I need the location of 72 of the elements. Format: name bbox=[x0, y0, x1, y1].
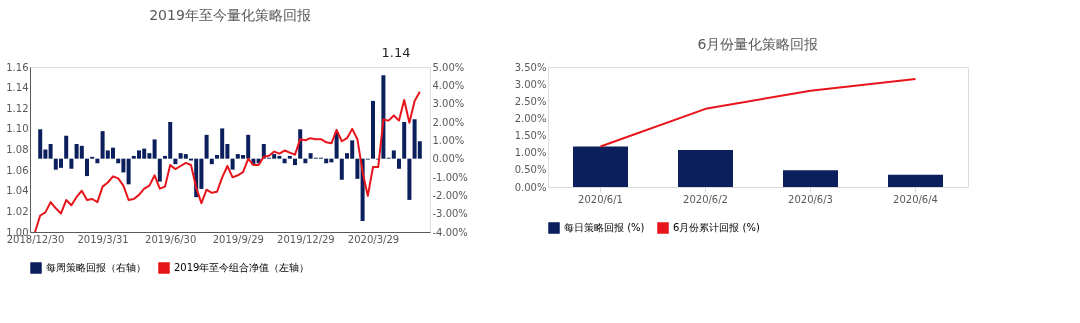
y2-tick-label: 3.00% bbox=[432, 98, 465, 110]
y-tick-label: 3.00% bbox=[514, 78, 547, 90]
bar bbox=[573, 146, 628, 187]
y-tick-label: 2.00% bbox=[514, 112, 547, 124]
line-series bbox=[34, 90, 421, 233]
bar bbox=[173, 158, 178, 165]
bar bbox=[783, 170, 838, 187]
y-tick-label: 1.10 bbox=[6, 123, 29, 135]
x-tick-label: 2020/6/4 bbox=[893, 193, 938, 205]
y2-tick-label: -4.00% bbox=[432, 226, 468, 238]
bar bbox=[293, 158, 297, 166]
bar bbox=[183, 154, 188, 159]
y2-tick-label: 5.00% bbox=[432, 61, 465, 73]
chart-title: 6月份量化策略回报 bbox=[697, 36, 819, 52]
y-tick-label: 0.50% bbox=[514, 164, 547, 176]
x-tick-label: 2019/3/31 bbox=[77, 233, 129, 245]
bar bbox=[230, 158, 235, 170]
bar bbox=[48, 144, 53, 159]
bar bbox=[209, 158, 214, 165]
y2-tick-label: -3.00% bbox=[432, 208, 468, 220]
y-tick-label: 0.00% bbox=[514, 181, 547, 193]
legend-label: 6月份累计回报 (%) bbox=[673, 222, 760, 233]
chart-title: 2019年至今量化策略回报 bbox=[149, 7, 311, 23]
y-tick-label: 1.50% bbox=[514, 130, 547, 142]
y-tick-label: 1.08 bbox=[6, 144, 29, 155]
bar bbox=[126, 158, 131, 185]
bar bbox=[69, 158, 74, 169]
bar bbox=[391, 150, 396, 159]
bar bbox=[397, 158, 401, 169]
x-tick-label: 2020/3/29 bbox=[347, 233, 400, 245]
bar bbox=[402, 122, 407, 159]
text: 1.14 bbox=[381, 45, 411, 60]
y-tick-label: 2.50% bbox=[514, 95, 547, 107]
bar bbox=[152, 139, 157, 159]
x-tick-label: 2020/6/1 bbox=[578, 193, 623, 205]
bar bbox=[79, 145, 84, 159]
x-tick-label: 2019/6/30 bbox=[145, 233, 197, 245]
y2-tick-label: 0.00% bbox=[432, 153, 465, 165]
x-tick-label: 2020/6/3 bbox=[788, 193, 833, 205]
bar bbox=[157, 158, 162, 182]
x-tick-label: 2019/9/29 bbox=[212, 233, 264, 245]
y2-tick-label: 1.00% bbox=[432, 134, 465, 146]
bar bbox=[888, 174, 943, 187]
bar bbox=[407, 158, 412, 200]
line-series bbox=[599, 78, 917, 148]
bar bbox=[38, 129, 43, 159]
bar bbox=[85, 158, 89, 177]
y-tick-label: 1.12 bbox=[6, 102, 29, 114]
y-tick-label: 1.14 bbox=[6, 82, 29, 94]
bar bbox=[204, 134, 209, 159]
bar bbox=[678, 149, 733, 187]
x-tick-label: 2019/12/29 bbox=[277, 233, 335, 245]
y-tick-label: 1.04 bbox=[6, 185, 29, 197]
y-tick-label: 1.00% bbox=[514, 147, 547, 159]
bar bbox=[355, 158, 360, 179]
x-tick-label: 2020/6/2 bbox=[683, 193, 728, 205]
y-tick-label: 3.50% bbox=[514, 61, 547, 73]
y2-tick-label: 4.00% bbox=[432, 79, 465, 91]
y2-tick-label: 2.00% bbox=[432, 116, 465, 128]
legend-label: 每周策略回报（右轴） bbox=[46, 262, 146, 273]
y-tick-label: 1.16 bbox=[6, 61, 29, 73]
bar bbox=[371, 100, 375, 159]
bar bbox=[334, 132, 339, 159]
legend-label: 2019年至今组合净值（左轴） bbox=[174, 262, 310, 273]
legend-label: 每日策略回报 (%) bbox=[564, 222, 645, 233]
bar bbox=[339, 158, 344, 180]
y2-tick-label: -1.00% bbox=[432, 171, 468, 183]
y2-tick-label: -2.00% bbox=[432, 189, 468, 201]
y-tick-label: 1.02 bbox=[6, 205, 29, 217]
y-tick-label: 1.06 bbox=[6, 164, 29, 176]
bar bbox=[287, 155, 292, 159]
bar bbox=[64, 135, 69, 159]
